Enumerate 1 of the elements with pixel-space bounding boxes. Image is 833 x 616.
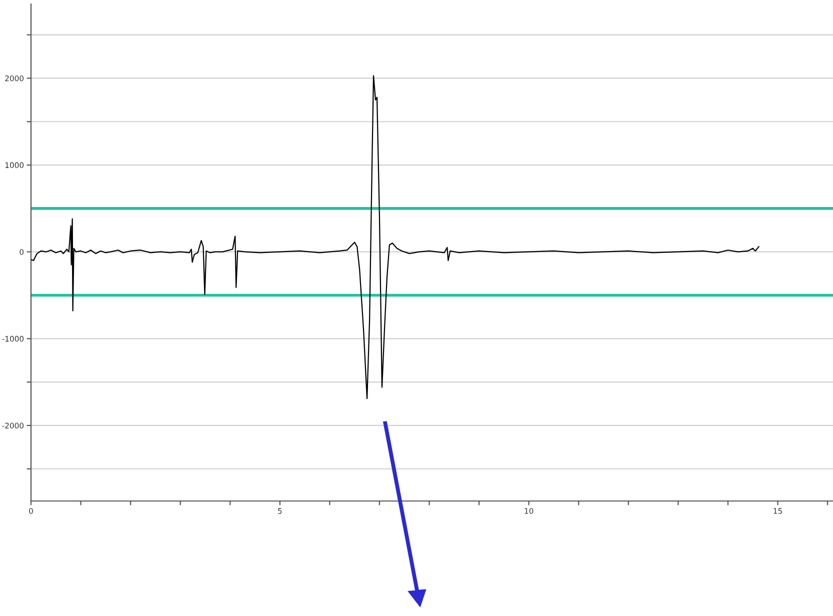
line-series: [31, 75, 760, 400]
